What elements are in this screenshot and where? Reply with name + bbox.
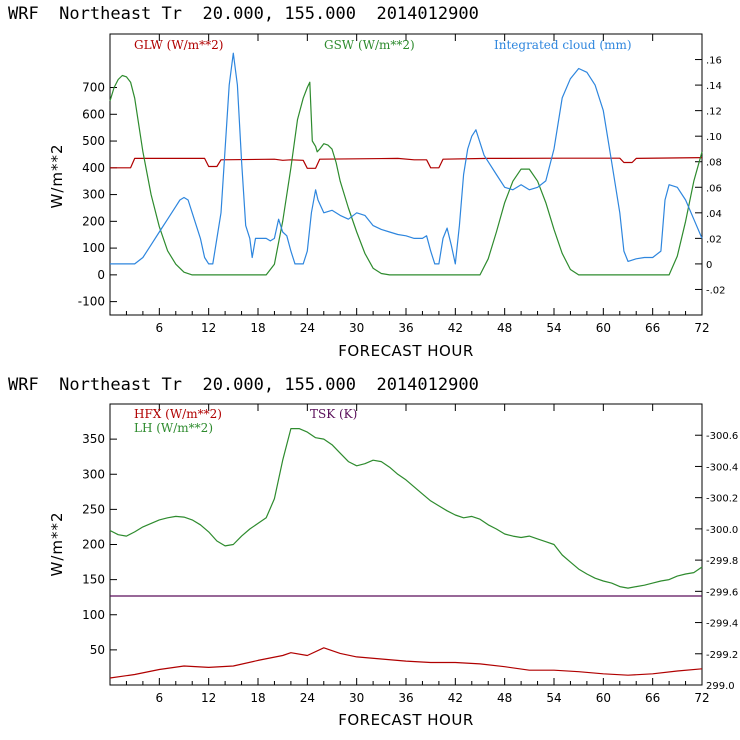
chart-2-y-axis-label: W/m**2 — [48, 511, 66, 576]
x-tick-label: 12 — [201, 321, 216, 335]
y2-tick-label: .12 — [706, 107, 722, 118]
x-tick-label: 18 — [250, 321, 265, 335]
chart-radiation: WRF Northeast Tr 20.000, 155.000 2014012… — [8, 4, 726, 360]
x-tick-label: 18 — [250, 691, 265, 705]
y-tick-label: 100 — [82, 241, 105, 255]
y2-tick-label: -.02 — [706, 285, 726, 296]
y-tick-label: 500 — [82, 134, 105, 148]
y-tick-label: 150 — [82, 573, 105, 587]
x-tick-label: 36 — [398, 321, 413, 335]
y2-tick-label: -300.4 — [706, 462, 738, 473]
y-tick-label: 0 — [97, 268, 105, 282]
x-tick-label: 54 — [546, 321, 561, 335]
legend-glw: GLW (W/m**2) — [134, 38, 223, 52]
y-tick-label: 200 — [82, 538, 105, 552]
legend-integrated-cloud: Integrated cloud (mm) — [494, 38, 632, 52]
series-line-gsw — [109, 74, 703, 276]
x-tick-label: 6 — [156, 321, 164, 335]
x-tick-label: 48 — [497, 321, 512, 335]
y-tick-label: 400 — [82, 161, 105, 175]
y2-tick-label: -300.6 — [706, 431, 738, 442]
x-tick-label: 48 — [497, 691, 512, 705]
legend-tsk: TSK (K) — [310, 407, 357, 421]
y2-tick-label: 0 — [706, 260, 712, 271]
y2-tick-label: .04 — [706, 209, 722, 220]
y2-tick-label: -299.2 — [706, 650, 738, 661]
x-tick-label: 36 — [398, 691, 413, 705]
y2-tick-label: .06 — [706, 183, 722, 194]
x-tick-label: 54 — [546, 691, 561, 705]
chart-1-series — [109, 52, 703, 276]
x-tick-label: 24 — [300, 691, 315, 705]
chart-surface-flux: WRF Northeast Tr 20.000, 155.000 2014012… — [8, 375, 738, 729]
x-tick-label: 30 — [349, 691, 364, 705]
y-tick-label: 600 — [82, 107, 105, 121]
y2-tick-label: .10 — [706, 132, 722, 143]
x-tick-label: 60 — [596, 321, 611, 335]
y2-tick-label: .02 — [706, 234, 722, 245]
chart-1-title: WRF Northeast Tr 20.000, 155.000 2014012… — [8, 4, 479, 24]
chart-1-y-axis-label: W/m**2 — [48, 143, 66, 208]
x-tick-label: 30 — [349, 321, 364, 335]
y2-tick-label: 299.0 — [706, 681, 735, 692]
series-line-glw — [110, 157, 703, 169]
legend-gsw: GSW (W/m**2) — [324, 38, 415, 52]
x-tick-label: 42 — [448, 691, 463, 705]
y-tick-label: 50 — [90, 643, 105, 657]
chart-1-x-axis-label: FORECAST HOUR — [338, 342, 474, 360]
y2-tick-label: .08 — [706, 158, 722, 169]
series-line-hfx — [109, 647, 703, 679]
x-tick-label: 24 — [300, 321, 315, 335]
y-tick-label: 200 — [82, 214, 105, 228]
y2-tick-label: -299.6 — [706, 587, 738, 598]
chart-2-x-axis-label: FORECAST HOUR — [338, 711, 474, 729]
x-tick-label: 6 — [156, 691, 164, 705]
y2-tick-label: -300.0 — [706, 525, 738, 536]
chart-2-plot-frame — [109, 403, 703, 686]
y2-tick-label: -299.8 — [706, 556, 738, 567]
chart-2-series — [109, 428, 703, 679]
chart-1-y-axis: -100 0 100 200 300 400 500 600 700 — [78, 81, 117, 309]
legend-hfx: HFX (W/m**2) — [134, 407, 222, 421]
series-line-integrated-cloud — [110, 52, 703, 265]
chart-1-x-axis: 6 12 18 24 30 36 42 48 54 60 66 72 — [125, 34, 710, 335]
legend-lh: LH (W/m**2) — [134, 421, 213, 435]
x-tick-label: 42 — [448, 321, 463, 335]
y2-tick-label: -299.4 — [706, 619, 738, 630]
chart-2-x-axis: 6 12 18 24 30 36 42 48 54 60 66 72 — [125, 404, 710, 705]
y2-tick-label: .16 — [706, 56, 722, 67]
x-tick-label: 72 — [694, 691, 709, 705]
y-tick-label: -100 — [78, 295, 105, 309]
series-line-lh — [109, 428, 703, 589]
y-tick-label: 700 — [82, 81, 105, 95]
y-tick-label: 250 — [82, 502, 105, 516]
x-tick-label: 72 — [694, 321, 709, 335]
y-tick-label: 300 — [82, 467, 105, 481]
y2-tick-label: .14 — [706, 81, 722, 92]
x-tick-label: 66 — [645, 321, 660, 335]
y-tick-label: 350 — [82, 432, 105, 446]
x-tick-label: 60 — [596, 691, 611, 705]
chart-2-y-axis: 50 100 150 200 250 300 350 — [82, 432, 117, 657]
chart-2-title: WRF Northeast Tr 20.000, 155.000 2014012… — [8, 375, 479, 395]
y-tick-label: 300 — [82, 188, 105, 202]
chart-2-y2-axis: 299.0 -299.2 -299.4 -299.6 -299.8 -300.0 -300.… — [695, 431, 738, 692]
chart-1-y2-axis: -.02 0 .02 .04 .06 .08 .10 .12 .14 .16 — [695, 56, 726, 296]
y2-tick-label: -300.2 — [706, 494, 738, 505]
y-tick-label: 100 — [82, 608, 105, 622]
x-tick-label: 12 — [201, 691, 216, 705]
x-tick-label: 66 — [645, 691, 660, 705]
